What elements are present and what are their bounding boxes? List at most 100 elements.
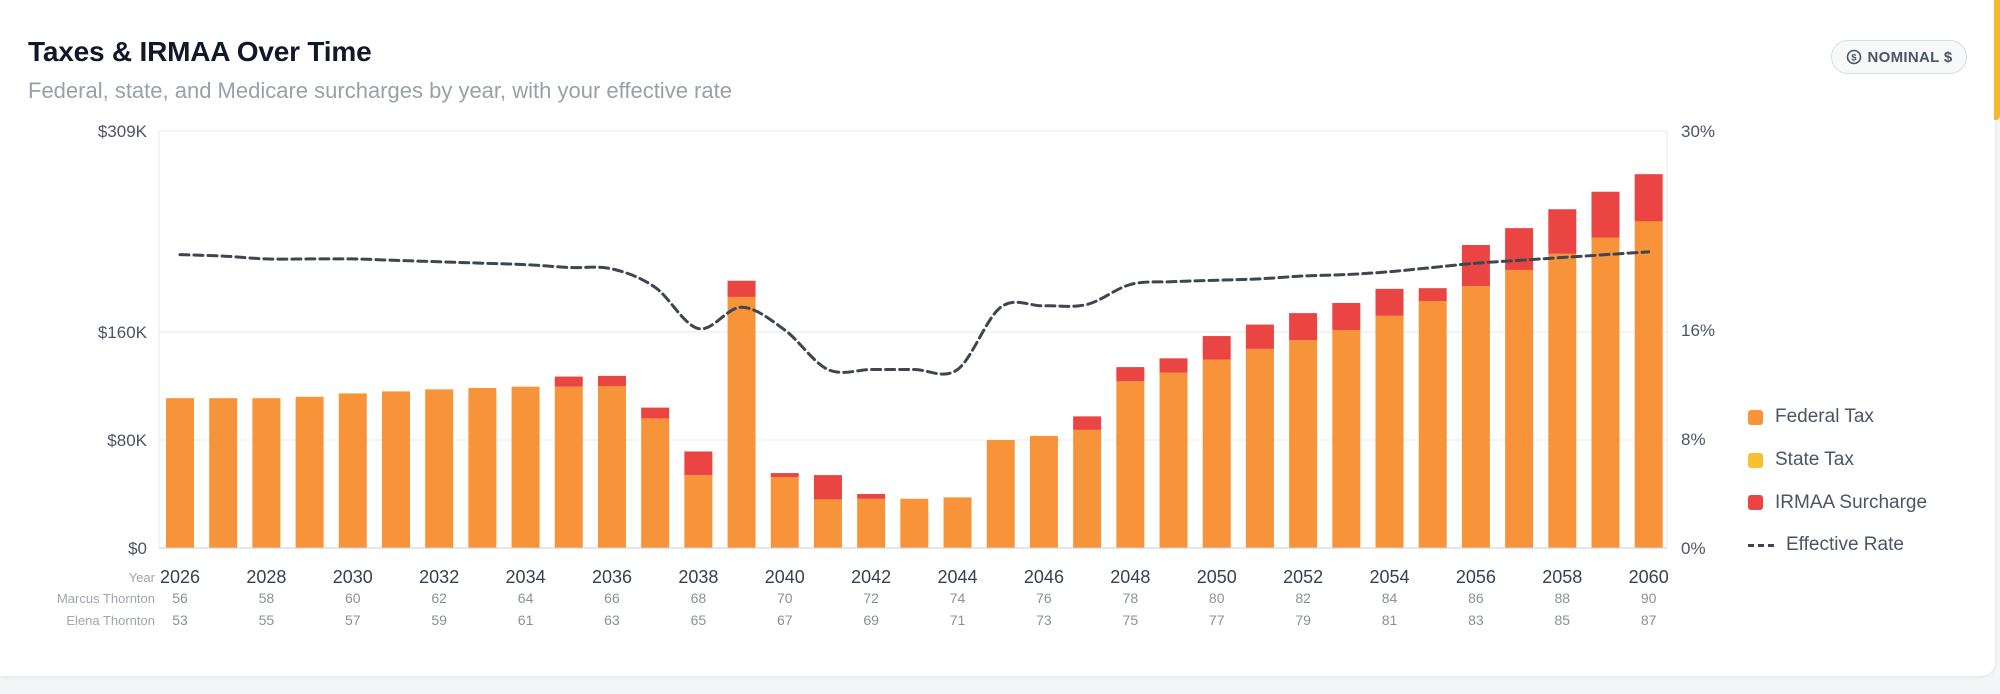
y-right-tick-label: 30%: [1681, 122, 1715, 141]
nominal-dollars-toggle[interactable]: $ NOMINAL $: [1831, 40, 1967, 74]
legend-swatch: [1748, 495, 1763, 511]
irmaa-surcharge-bar: [770, 473, 799, 478]
age-label: 80: [1209, 590, 1225, 606]
federal-tax-bar: [1332, 329, 1361, 548]
irmaa-surcharge-bar: [1159, 358, 1188, 373]
age-label: 60: [345, 590, 361, 606]
x-tick-label: 2042: [851, 567, 891, 587]
age-label: 66: [604, 590, 620, 606]
x-tick-label: 2038: [678, 567, 718, 587]
age-label: 55: [259, 612, 275, 628]
tick-labels: $0 $80K $160K $309K 0% 8% 16% 30% Year 2026 2028 20…: [57, 122, 1715, 628]
federal-tax-bar: [1634, 221, 1663, 548]
x-tick-label: 2032: [419, 567, 459, 587]
bar-series: [166, 174, 1663, 548]
federal-tax-bar: [1461, 286, 1490, 548]
age-row-name: Elena Thornton: [66, 613, 155, 628]
age-label: 68: [691, 590, 707, 606]
federal-tax-bar: [209, 398, 238, 548]
chart-legend: Federal Tax State Tax IRMAA Surcharge Ef…: [1748, 396, 1927, 567]
legend-item-effective-rate[interactable]: Effective Rate: [1748, 524, 1927, 567]
age-label: 75: [1123, 612, 1139, 628]
y-right-tick-label: 16%: [1681, 321, 1715, 340]
y-left-tick-label: $309K: [98, 122, 148, 141]
legend-label: IRMAA Surcharge: [1775, 491, 1928, 513]
federal-tax-bar: [1073, 429, 1102, 548]
age-label: 81: [1382, 612, 1398, 628]
age-label: 82: [1295, 590, 1311, 606]
irmaa-surcharge-bar: [1116, 367, 1145, 382]
federal-tax-bar: [381, 391, 410, 548]
x-tick-label: 2028: [246, 567, 286, 587]
federal-tax-bar: [511, 386, 540, 548]
irmaa-surcharge-bar: [1073, 416, 1102, 430]
federal-tax-bar: [1029, 435, 1058, 548]
irmaa-surcharge-bar: [1332, 302, 1361, 330]
age-label: 56: [172, 590, 188, 606]
federal-tax-bar: [943, 497, 972, 548]
federal-tax-bar: [1375, 315, 1404, 548]
x-tick-label: 2046: [1024, 567, 1064, 587]
age-label: 65: [691, 612, 707, 628]
legend-item-federal-tax[interactable]: Federal Tax: [1748, 396, 1927, 439]
age-row-name: Marcus Thornton: [57, 591, 155, 606]
federal-tax-bar: [900, 498, 929, 548]
x-tick-label: 2056: [1456, 567, 1496, 587]
legend-label: State Tax: [1775, 449, 1854, 471]
federal-tax-bar: [1591, 237, 1620, 548]
nominal-dollars-label: NOMINAL $: [1867, 48, 1953, 66]
age-label: 83: [1468, 612, 1484, 628]
irmaa-surcharge-bar: [1548, 209, 1577, 254]
irmaa-surcharge-bar: [554, 376, 583, 387]
irmaa-surcharge-bar: [597, 375, 626, 386]
federal-tax-bar: [986, 440, 1015, 548]
age-label: 62: [431, 590, 447, 606]
age-label: 78: [1123, 590, 1139, 606]
federal-tax-bar: [554, 386, 583, 548]
y-left-tick-label: $80K: [107, 431, 147, 450]
federal-tax-bar: [684, 475, 713, 548]
x-tick-label: 2048: [1110, 567, 1150, 587]
x-tick-label: 2040: [765, 567, 805, 587]
y-left-tick-label: $0: [128, 539, 147, 558]
x-tick-label: 2044: [938, 567, 978, 587]
age-label: 57: [345, 612, 361, 628]
legend-item-state-tax[interactable]: State Tax: [1748, 439, 1927, 482]
age-label: 77: [1209, 612, 1225, 628]
federal-tax-bar: [1245, 348, 1274, 548]
chart-title: Taxes & IRMAA Over Time: [28, 36, 372, 67]
age-label: 87: [1641, 612, 1657, 628]
legend-item-irmaa-surcharge[interactable]: IRMAA Surcharge: [1748, 481, 1927, 524]
adjacent-panel-edge: [1994, 0, 2000, 120]
irmaa-surcharge-bar: [727, 280, 756, 297]
age-label: 84: [1382, 590, 1398, 606]
legend-label: Federal Tax: [1775, 406, 1874, 428]
x-tick-label: 2052: [1283, 567, 1323, 587]
age-label: 53: [172, 612, 188, 628]
y-right-tick-label: 8%: [1681, 430, 1706, 449]
irmaa-surcharge-bar: [1634, 174, 1663, 222]
age-label: 58: [259, 590, 275, 606]
federal-tax-bar: [468, 388, 497, 548]
y-left-tick-label: $160K: [98, 323, 148, 342]
irmaa-surcharge-bar: [641, 407, 670, 419]
effective-rate-line: [178, 250, 1651, 376]
federal-tax-bar: [425, 389, 454, 548]
age-label: 71: [950, 612, 966, 628]
x-tick-label: 2026: [160, 567, 200, 587]
x-tick-label: 2034: [506, 567, 546, 587]
age-label: 63: [604, 612, 620, 628]
federal-tax-bar: [1548, 253, 1577, 548]
federal-tax-bar: [727, 296, 756, 548]
irmaa-surcharge-bar: [1418, 288, 1447, 301]
federal-tax-bar: [597, 386, 626, 548]
x-tick-label: 2030: [333, 567, 373, 587]
x-tick-label: 2058: [1542, 567, 1582, 587]
federal-tax-bar: [1116, 381, 1145, 548]
age-label: 70: [777, 590, 793, 606]
irmaa-surcharge-bar: [1461, 244, 1490, 287]
age-label: 85: [1555, 612, 1571, 628]
x-axis-title: Year: [129, 570, 156, 585]
irmaa-surcharge-bar: [684, 451, 713, 476]
